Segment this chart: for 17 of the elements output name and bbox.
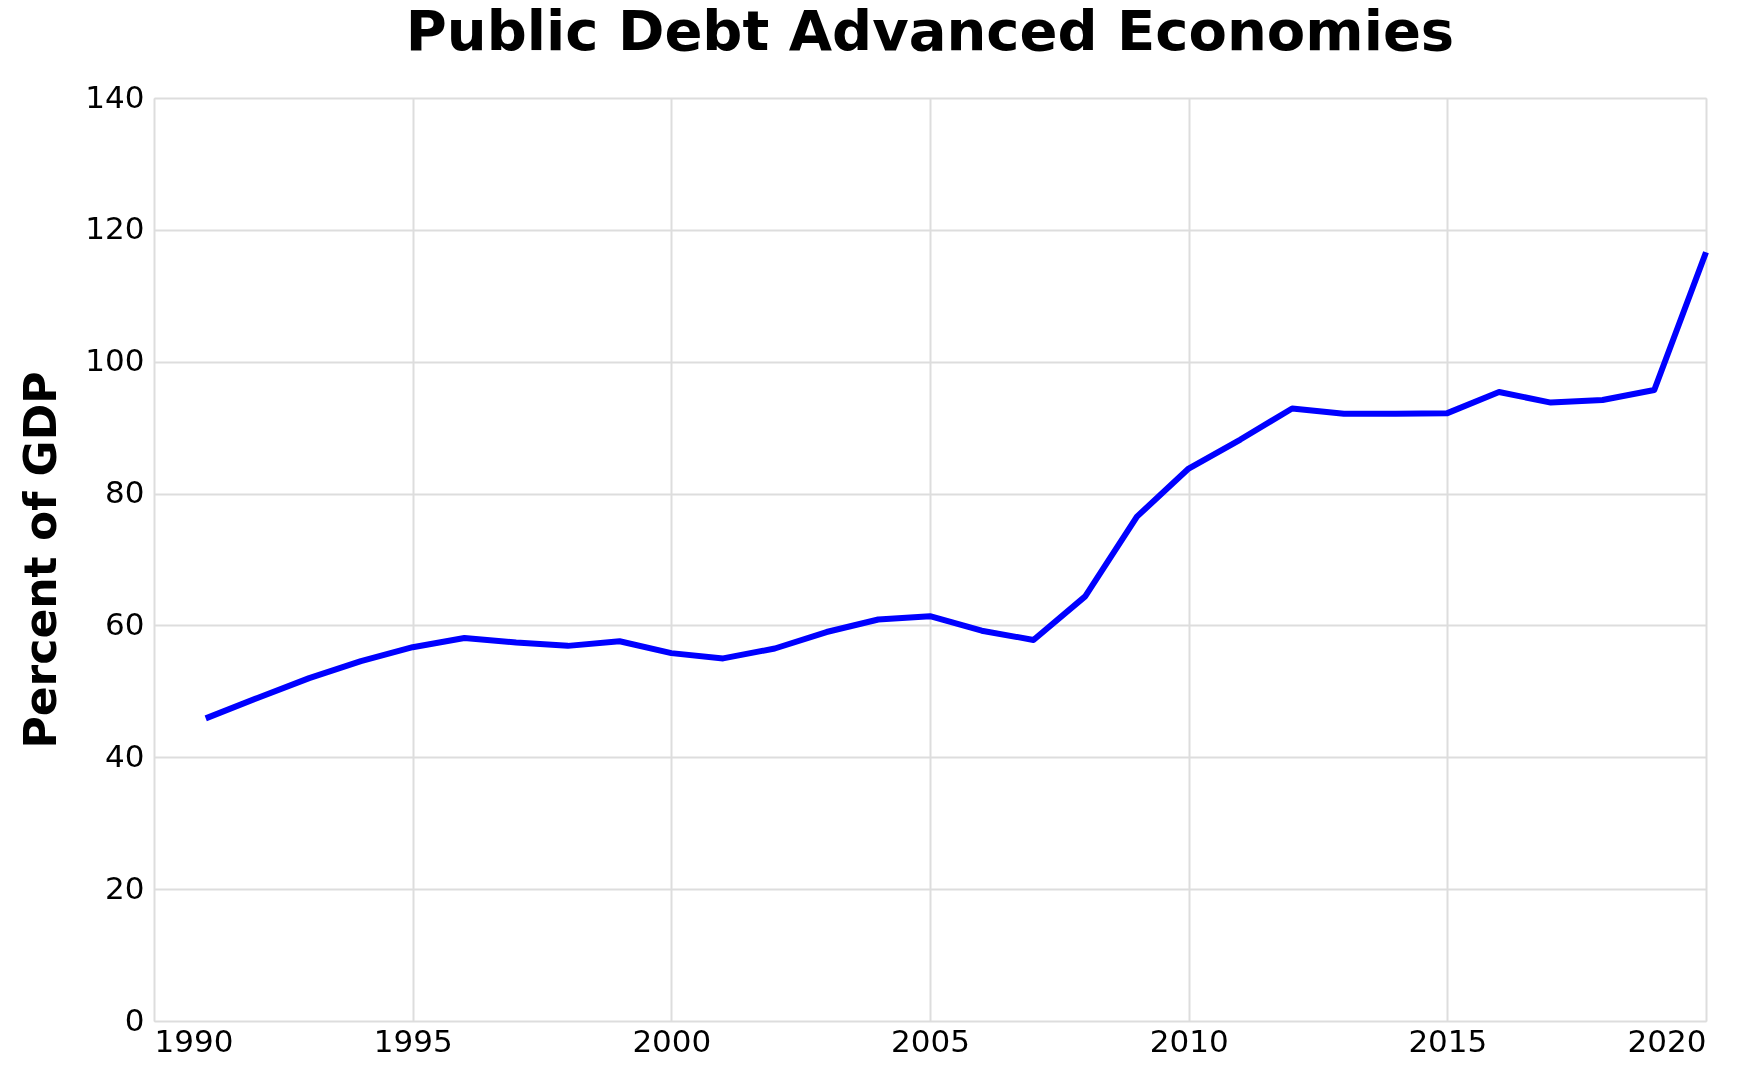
y-tick-label: 0 (124, 1001, 145, 1038)
x-tick-label: 2020 (1627, 1022, 1707, 1059)
x-tick-label: 2010 (1149, 1022, 1229, 1059)
y-tick-label: 120 (85, 210, 145, 247)
y-tick-label: 20 (105, 869, 145, 906)
x-tick-label: 1990 (154, 1022, 234, 1059)
y-tick-label: 60 (105, 605, 145, 642)
y-tick-label: 80 (105, 474, 145, 511)
y-axis-title: Percent of GDP (15, 371, 67, 749)
x-tick-label: 1995 (373, 1022, 453, 1059)
x-tick-label: 2000 (632, 1022, 712, 1059)
x-tick-label: 2015 (1408, 1022, 1488, 1059)
x-tick-label: 2005 (891, 1022, 970, 1059)
y-tick-label: 140 (85, 78, 145, 115)
chart-title: Public Debt Advanced Economies (405, 0, 1455, 63)
y-tick-label: 40 (105, 737, 145, 774)
y-tick-label: 100 (85, 342, 145, 379)
